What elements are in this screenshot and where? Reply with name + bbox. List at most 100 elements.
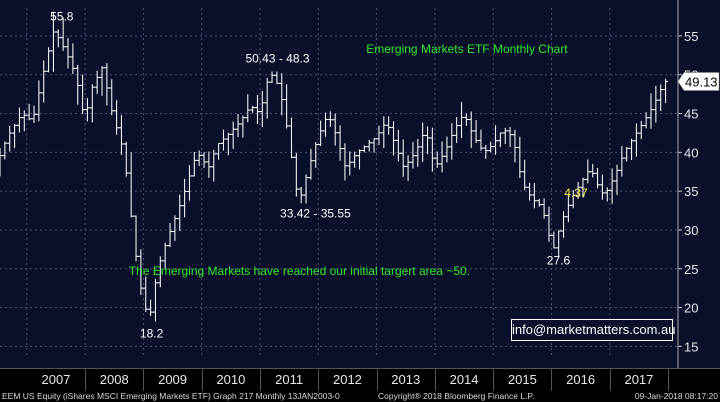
price-bar (254, 95, 260, 124)
price-bar (7, 125, 13, 152)
price-bar (420, 122, 426, 162)
annotation-range-2011-low: 33.42 - 35.55 (280, 206, 351, 220)
price-bar (624, 147, 630, 162)
price-bar (444, 136, 450, 163)
price-bar (138, 249, 144, 295)
price-bar (0, 148, 3, 177)
price-bar (322, 112, 328, 137)
annotation-range-2011-high: 50.43 - 48.3 (245, 51, 309, 65)
price-bar (561, 211, 567, 238)
price-bar (658, 84, 664, 112)
price-bar (595, 167, 601, 189)
price-bar (12, 124, 18, 148)
price-bar (308, 148, 314, 180)
price-bar (468, 111, 474, 148)
y-tick-label: 45 (684, 107, 698, 122)
price-bar (483, 144, 489, 159)
email-link[interactable]: info@marketmatters.com.au (511, 319, 675, 341)
price-bar (298, 186, 304, 204)
year-separator (260, 369, 261, 391)
annotation-high-2007: 55.8 (50, 10, 74, 24)
price-bar (269, 71, 275, 83)
year-tick-label: 2013 (391, 372, 421, 387)
price-bar (216, 142, 222, 160)
year-separator (201, 369, 203, 391)
price-bar (580, 177, 586, 198)
price-bar (84, 98, 90, 122)
last-price-tag (677, 72, 720, 91)
year-separator (376, 369, 378, 391)
price-bar (65, 38, 71, 69)
price-bar (463, 113, 469, 126)
price-bar (225, 132, 231, 156)
price-bar (133, 215, 139, 262)
chart-title: Emerging Markets ETF Monthly Chart (366, 42, 568, 56)
y-tick-label: 15 (684, 339, 698, 354)
price-bar (293, 153, 299, 197)
price-bar (26, 103, 32, 121)
price-bar (604, 187, 610, 202)
price-bar (429, 127, 435, 172)
price-bar (211, 149, 217, 182)
price-bar (41, 60, 47, 103)
price-bar (230, 121, 236, 149)
price-bar (376, 125, 382, 145)
price-bar (167, 222, 173, 248)
last-price-label: 49.13 (685, 74, 718, 89)
price-bar (240, 115, 246, 138)
price-bar (488, 141, 494, 153)
price-bar (70, 43, 76, 75)
price-bar (585, 159, 591, 184)
price-bar (395, 129, 401, 162)
price-bar (80, 74, 86, 115)
price-bar (527, 182, 533, 201)
price-bar (366, 139, 372, 152)
price-bar (629, 138, 635, 161)
year-tick-label: 2016 (566, 372, 596, 387)
price-bar (104, 63, 110, 106)
price-bar (128, 152, 134, 218)
chart-area: 15202530354045505549.13 55.818.250.43 - … (0, 0, 720, 368)
price-bar (220, 129, 226, 151)
y-tick-label: 40 (684, 145, 698, 160)
price-bar (439, 141, 445, 173)
price-bar (118, 115, 124, 155)
price-bar (50, 11, 56, 72)
price-bar (361, 145, 367, 153)
price-bar (386, 116, 392, 135)
year-separator (434, 369, 436, 391)
price-bar (235, 114, 241, 138)
price-bar (259, 90, 265, 128)
footer-left-text: EEM US Equity (iShares MSCI Emerging Mar… (2, 391, 340, 401)
price-bar (288, 117, 294, 159)
price-bar (2, 141, 8, 160)
price-bar (638, 120, 644, 140)
price-bar (459, 102, 465, 138)
price-bar (599, 174, 605, 200)
y-tick-label: 30 (684, 223, 698, 238)
price-bar (565, 193, 571, 223)
year-tick-label: 2011 (275, 372, 304, 387)
price-bar (454, 117, 460, 143)
price-bar (16, 107, 22, 133)
footer-copyright: Copyright® 2018 Bloomberg Finance L.P. (378, 391, 535, 401)
price-bar (55, 29, 61, 48)
y-tick-label: 35 (684, 184, 698, 199)
year-tick-label: 2012 (332, 372, 362, 387)
y-tick-label: 25 (684, 262, 698, 277)
year-tick-label: 2010 (216, 372, 246, 387)
price-bar (206, 151, 212, 178)
price-bar (425, 126, 431, 155)
price-bar (114, 100, 120, 135)
price-bar (517, 136, 523, 178)
year-axis: 2007 2008 2009 2010 2011 2012 2013 2014 2015 2016… (0, 368, 720, 392)
price-bar (182, 178, 188, 218)
year-tick-label: 2017 (624, 372, 654, 387)
price-bar (162, 242, 168, 269)
price-bar (264, 77, 270, 119)
price-bar (201, 152, 207, 168)
price-bar (507, 127, 513, 147)
price-bar (415, 139, 421, 167)
price-bar (347, 151, 353, 176)
price-bar (502, 127, 508, 144)
